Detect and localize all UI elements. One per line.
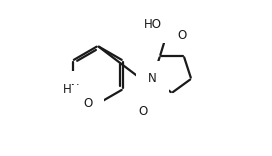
Text: O: O [138, 105, 148, 118]
Text: HO: HO [144, 18, 162, 31]
Text: O: O [177, 29, 186, 42]
Text: HN: HN [63, 83, 80, 96]
Text: N: N [148, 72, 157, 85]
Text: O: O [83, 97, 92, 110]
